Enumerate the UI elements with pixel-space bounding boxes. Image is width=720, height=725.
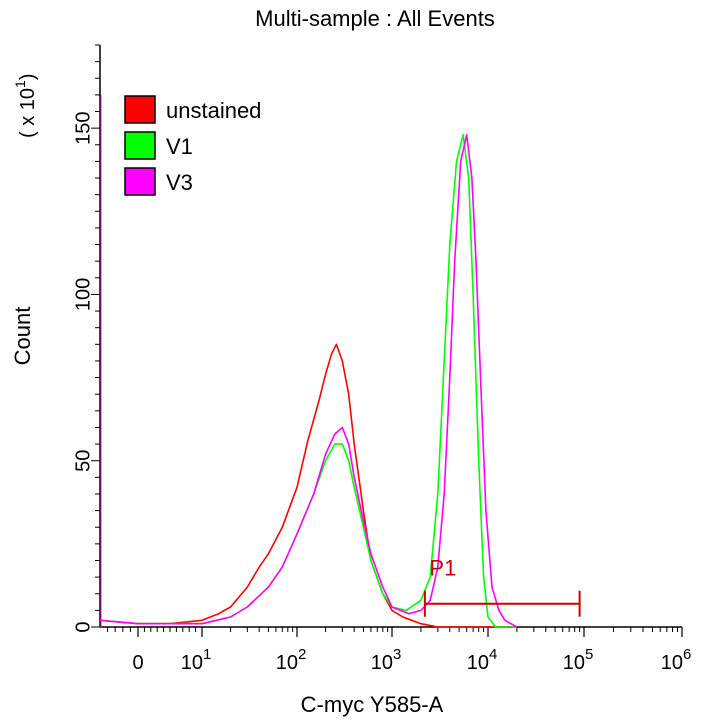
x-tick-label: 103 [371,646,402,674]
x-tick-label: 0 [132,652,143,674]
x-tick-label: 105 [563,646,594,674]
y-tick-label: 50 [72,450,94,472]
x-tick-label: 106 [661,646,692,674]
x-tick-base: 0 [132,652,143,674]
x-tick-label: 102 [276,646,307,674]
x-tick-base: 10 [181,652,203,674]
y-tick-label: 0 [72,621,94,632]
y-multiplier-base: ( x 10 [17,88,39,138]
series-line-unstained [99,343,517,628]
x-tick-base: 10 [661,652,683,674]
x-tick-base: 10 [371,652,393,674]
legend-label-v3: V3 [166,170,193,195]
y-axis-label: Count [10,307,35,366]
x-tick-exponent: 1 [203,646,211,663]
legend-label-v1: V1 [166,134,193,159]
y-tick-label: 100 [72,278,94,311]
x-tick-base: 10 [563,652,585,674]
x-tick-exponent: 3 [393,646,401,663]
y-multiplier-label: ( x 101) [12,74,39,139]
x-tick-exponent: 6 [683,646,691,663]
legend-swatch-v1 [124,131,156,160]
x-tick-exponent: 4 [489,646,497,663]
x-tick-base: 10 [276,652,298,674]
x-tick-label: 104 [467,646,498,674]
legend-label-unstained: unstained [166,98,261,123]
legend-swatch-v3 [124,167,156,196]
series-line-v1 [99,134,517,628]
y-multiplier-exponent: 1 [12,80,28,88]
legend-swatch-unstained [124,95,156,124]
x-axis-label: C-myc Y585-A [301,692,444,717]
x-tick-exponent: 2 [298,646,306,663]
gate-label: P1 [429,556,456,581]
x-tick-base: 10 [467,652,489,674]
x-tick-label: 101 [181,646,212,674]
series-line-v3 [99,134,518,628]
chart-title: Multi-sample : All Events [255,6,495,31]
y-tick-label: 150 [72,111,94,144]
x-tick-exponent: 5 [585,646,593,663]
y-multiplier-close: ) [17,74,39,81]
